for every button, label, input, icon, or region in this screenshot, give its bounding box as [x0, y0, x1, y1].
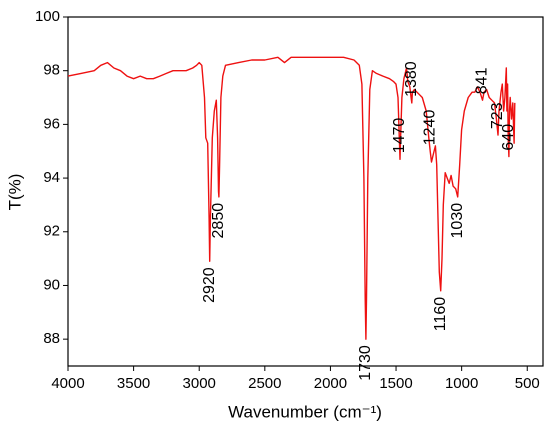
- x-tick-label: 500: [515, 375, 540, 392]
- x-tick-label: 4000: [51, 375, 84, 392]
- peak-label: 1730: [357, 345, 374, 381]
- plot-frame: [67, 16, 544, 367]
- y-tick-label: 96: [43, 115, 60, 132]
- y-axis-label: T(%): [5, 174, 24, 211]
- peak-label: 1030: [449, 203, 466, 239]
- x-tick-label: 2500: [248, 375, 281, 392]
- y-tick-label: 100: [35, 8, 60, 25]
- x-tick-label: 3000: [183, 375, 216, 392]
- peak-label: 1380: [403, 61, 420, 97]
- peak-label: 723: [489, 102, 506, 129]
- spectrum-line: [67, 56, 516, 340]
- y-tick-label: 92: [43, 223, 60, 240]
- peak-label: 640: [500, 124, 517, 151]
- y-tick-label: 90: [43, 276, 60, 293]
- y-tick-label: 98: [43, 62, 60, 79]
- peak-label: 2850: [210, 203, 227, 239]
- peak-label: 1470: [391, 118, 408, 154]
- peak-label: 2920: [201, 267, 218, 303]
- peak-label: 1240: [421, 110, 438, 146]
- x-tick-label: 1500: [379, 375, 412, 392]
- y-tick-label: 94: [43, 169, 60, 186]
- x-tick-label: 2000: [314, 375, 347, 392]
- peak-label: 1160: [432, 297, 449, 332]
- x-tick-label: 1000: [445, 375, 478, 392]
- y-tick-label: 88: [43, 330, 60, 347]
- x-axis-label: Wavenumber (cm⁻¹): [228, 402, 382, 421]
- peak-label: 841: [474, 67, 491, 94]
- x-tick-label: 3500: [117, 375, 150, 392]
